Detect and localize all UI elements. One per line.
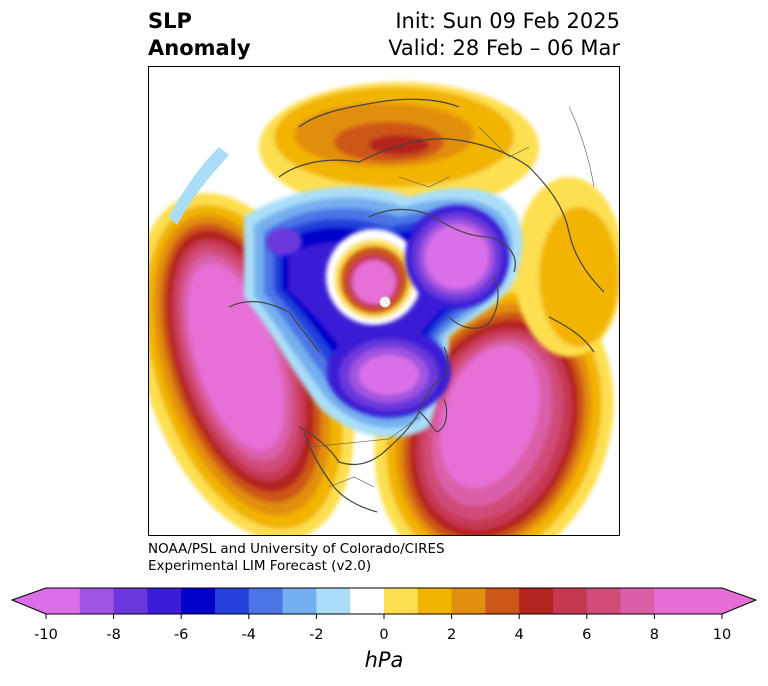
colorbar-bin: [181, 588, 216, 614]
colorbar-bin: [350, 588, 385, 614]
colorbar-bin: [215, 588, 250, 614]
init-date: Init: Sun 09 Feb 2025: [395, 9, 620, 33]
colorbar-bin: [485, 588, 520, 614]
colorbar-min-extend: [12, 588, 46, 614]
title-line-1: SLP: [148, 9, 192, 33]
colorbar-units: hPa: [364, 648, 404, 672]
colorbar-bin: [113, 588, 148, 614]
slp-anomaly-map: [149, 67, 619, 535]
forecast-dates: Init: Sun 09 Feb 2025 Valid: 28 Feb – 06…: [388, 8, 620, 62]
colorbar-bin: [248, 588, 284, 614]
coastlines: [228, 98, 605, 513]
colorbar-tick-label: -6: [173, 627, 189, 643]
positive-anomaly-eurasia: [259, 82, 619, 357]
credit-line-1: NOAA/PSL and University of Colorado/CIRE…: [148, 541, 445, 557]
colorbar-tick-label: -2: [309, 627, 324, 643]
colorbar-bin: [654, 588, 689, 614]
colorbar-bin: [282, 588, 317, 614]
credit-text: NOAA/PSL and University of Colorado/CIRE…: [148, 541, 445, 575]
colorbar-bin: [451, 588, 486, 614]
colorbar-bin: [519, 588, 554, 614]
colorbar-tick-label: 2: [446, 627, 457, 643]
colorbar-tick-label: 0: [379, 627, 389, 643]
blue-streak-alaska: [169, 147, 229, 225]
colorbar-tick-label: -4: [241, 627, 257, 643]
country-borders: [308, 106, 595, 488]
colorbar-tick-marks: [45, 614, 723, 619]
colorbar-bin: [620, 588, 655, 614]
colorbar-tick-label: 4: [514, 627, 524, 643]
colorbar-bin: [147, 588, 182, 614]
credit-line-2: Experimental LIM Forecast (v2.0): [148, 558, 372, 574]
map-panel: [148, 66, 620, 536]
colorbar: [10, 587, 758, 619]
positive-anomaly-pole: [326, 229, 422, 325]
valid-date: Valid: 28 Feb – 06 Mar: [388, 36, 620, 60]
title-line-2: Anomaly: [148, 36, 251, 60]
colorbar-bin: [586, 588, 622, 614]
colorbar-tick-label: -8: [106, 627, 121, 643]
colorbar-bin: [384, 588, 419, 614]
colorbar-tick-label: 10: [712, 627, 732, 643]
colorbar-bin: [553, 588, 588, 614]
colorbar-bin: [46, 588, 81, 614]
colorbar-tick-label: 8: [649, 627, 659, 643]
negative-anomaly-cores: [266, 205, 509, 417]
colorbar-tick-label: 6: [582, 627, 592, 643]
colorbar-tick-label: -10: [34, 627, 58, 643]
map-title: SLP Anomaly: [148, 8, 251, 62]
colorbar-max-extend: [722, 588, 756, 614]
colorbar-bin: [79, 588, 115, 614]
colorbar-segments: [46, 588, 723, 614]
colorbar-bin: [417, 588, 453, 614]
north-pole-marker: [379, 296, 391, 308]
colorbar-bin: [688, 588, 723, 614]
colorbar-bin: [316, 588, 351, 614]
